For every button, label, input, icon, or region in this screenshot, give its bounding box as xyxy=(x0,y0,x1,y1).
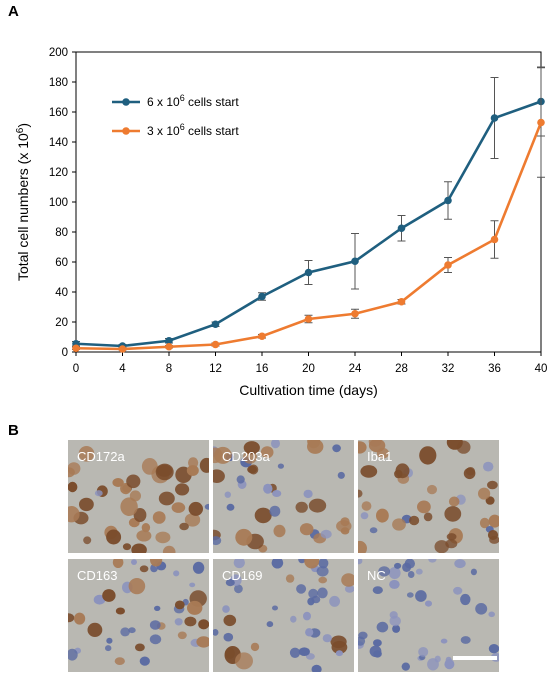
y-tick-label: 20 xyxy=(55,317,68,329)
x-tick-label: 32 xyxy=(442,363,455,375)
data-point xyxy=(490,235,499,244)
micrograph-image xyxy=(213,559,354,672)
data-point xyxy=(397,297,406,306)
data-point xyxy=(72,344,80,353)
legend-text-sup: 6 xyxy=(180,93,185,103)
data-point xyxy=(397,224,406,233)
legend-text-main: 6 x 10 xyxy=(147,95,180,109)
data-point xyxy=(537,118,545,127)
series-line xyxy=(75,100,542,348)
y-tick-label: 60 xyxy=(55,257,68,269)
micrograph-nc: NC xyxy=(358,559,499,672)
data-point xyxy=(118,345,127,353)
data-point xyxy=(304,315,313,323)
micrograph-cd203a: CD203a xyxy=(213,440,354,553)
y-title-main: Total cell numbers (x 10 xyxy=(15,133,31,281)
x-tick-label: 28 xyxy=(395,363,408,375)
legend-text-main: 3 x 10 xyxy=(147,124,180,138)
panel-letter-b: B xyxy=(8,422,19,439)
micrograph-image xyxy=(358,440,499,553)
x-tick-label: 16 xyxy=(256,363,269,375)
plot-area: 0 20 40 60 80 100 120 140 160 180 200 0 4 8 12 16 20 24 28… xyxy=(49,47,548,375)
micrograph-iba1: Iba1 xyxy=(358,440,499,553)
y-title-end: ) xyxy=(15,123,31,128)
y-axis-title: Total cell numbers (x 106) xyxy=(15,123,31,281)
y-tick-label: 120 xyxy=(49,167,68,179)
y-tick-label: 200 xyxy=(49,47,68,59)
growth-chart: A 0 20 40 60 80 100 120 140 160 180 200 0 4 8 12 16 20 24… xyxy=(8,3,548,398)
micrograph-label: CD163 xyxy=(77,568,118,583)
micrograph-cd169: CD169 xyxy=(213,559,354,672)
micrograph-grid: CD172a CD203a Iba1 CD163 CD169 NC xyxy=(68,440,500,672)
micrograph-cd163: CD163 xyxy=(68,559,209,672)
y-title-sup: 6 xyxy=(15,127,26,133)
micrograph-image xyxy=(68,559,209,672)
legend-text-end: cells start xyxy=(185,95,240,109)
data-point xyxy=(304,268,313,277)
x-tick-label: 0 xyxy=(73,363,79,375)
y-tick-label: 0 xyxy=(62,347,68,359)
legend-entry: 3 x 106 cells start xyxy=(147,122,239,138)
data-point xyxy=(351,257,359,266)
micrograph-label: CD203a xyxy=(222,449,270,464)
micrograph-label: CD169 xyxy=(222,568,263,583)
x-tick-label: 20 xyxy=(302,363,315,375)
data-point xyxy=(258,292,266,301)
micrograph-label: Iba1 xyxy=(367,449,393,464)
legend-text-sup: 6 xyxy=(180,122,185,132)
x-tick-label: 12 xyxy=(209,363,222,375)
x-tick-label: 36 xyxy=(488,363,501,375)
legend-marker xyxy=(122,98,130,106)
y-tick-label: 100 xyxy=(49,197,68,209)
y-tick-label: 160 xyxy=(49,107,68,119)
x-tick-label: 24 xyxy=(349,363,362,375)
data-point xyxy=(165,336,173,345)
x-tick-label: 8 xyxy=(166,363,172,375)
data-point xyxy=(444,261,452,269)
y-tick-label: 140 xyxy=(49,137,68,149)
plot-frame xyxy=(75,51,542,353)
x-tick-label: 40 xyxy=(535,363,548,375)
data-point xyxy=(165,342,173,351)
micrograph-label: NC xyxy=(367,568,386,583)
data-point xyxy=(258,332,266,341)
data-point xyxy=(351,309,359,318)
data-point xyxy=(211,320,220,329)
panel-letter-a: A xyxy=(8,3,19,20)
data-point xyxy=(444,196,452,205)
micrograph-image xyxy=(68,440,209,553)
x-axis-title: Cultivation time (days) xyxy=(239,382,378,398)
legend-marker xyxy=(122,127,130,135)
scale-bar xyxy=(453,656,497,660)
y-tick-label: 180 xyxy=(49,77,68,89)
y-tick-label: 40 xyxy=(55,287,68,299)
y-tick-label: 80 xyxy=(55,227,68,239)
x-tick-label: 4 xyxy=(119,363,126,375)
micrograph-cd172a: CD172a xyxy=(68,440,209,553)
data-point xyxy=(490,114,499,122)
data-point xyxy=(211,340,220,349)
micrograph-image xyxy=(213,440,354,553)
legend-entry: 6 x 106 cells start xyxy=(147,93,239,109)
micrograph-image xyxy=(358,559,499,672)
micrograph-label: CD172a xyxy=(77,449,125,464)
legend-text-end: cells start xyxy=(185,124,240,138)
